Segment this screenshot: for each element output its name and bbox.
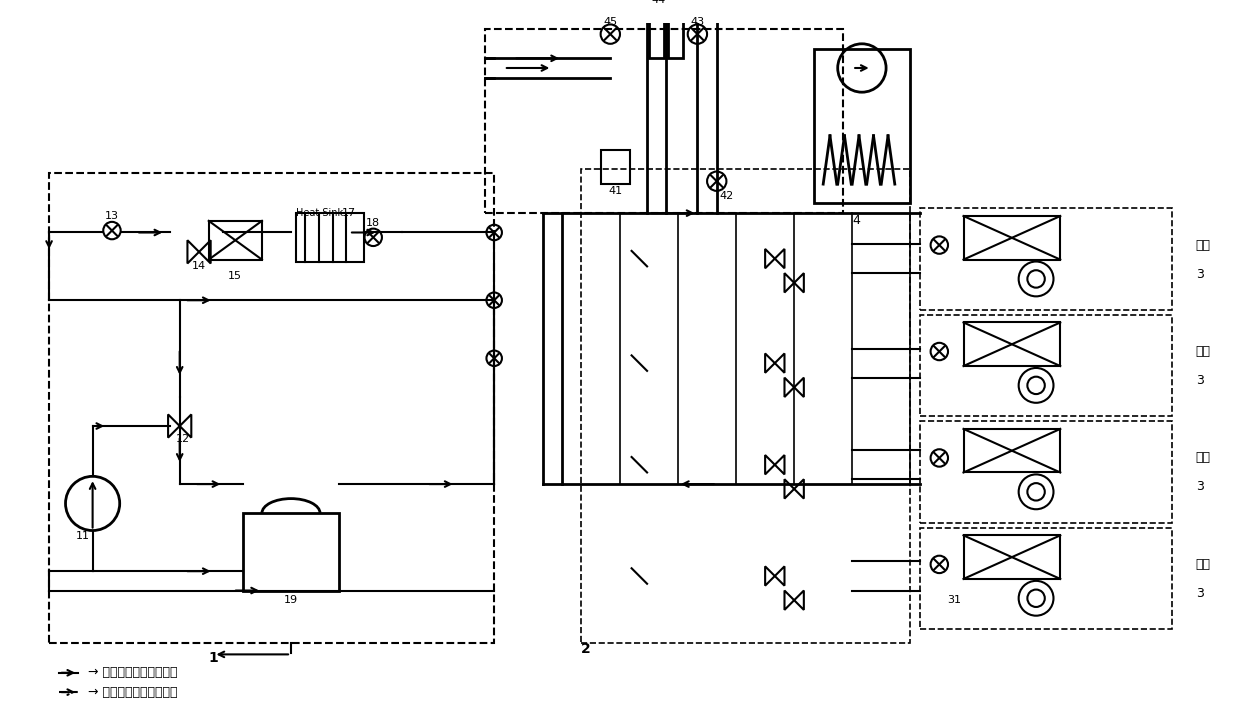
Text: 42: 42: [720, 191, 733, 200]
Bar: [50, 174, 494, 643]
Bar: [484, 29, 843, 213]
Text: 13: 13: [105, 211, 119, 221]
Bar: [814, 49, 911, 203]
Text: 制冷: 制冷: [1196, 558, 1211, 571]
Bar: [921, 208, 1172, 310]
Text: 12: 12: [176, 433, 190, 444]
Text: → 第二冷媒介质流动方向: → 第二冷媒介质流动方向: [88, 685, 177, 698]
Text: 43: 43: [690, 17, 705, 27]
Text: 41: 41: [608, 186, 622, 196]
Text: 15: 15: [228, 271, 242, 281]
Text: 制冷: 制冷: [1196, 452, 1211, 465]
Bar: [921, 315, 1172, 416]
Text: 3: 3: [1196, 374, 1203, 387]
Text: → 第一冷媒介质流动方向: → 第一冷媒介质流动方向: [88, 666, 177, 680]
Text: 关机: 关机: [1196, 239, 1211, 252]
Bar: [921, 421, 1172, 523]
Bar: [921, 528, 1172, 629]
Text: 3: 3: [1196, 268, 1203, 281]
Text: 1: 1: [208, 651, 218, 665]
Bar: [964, 322, 1061, 366]
Bar: [964, 429, 1061, 473]
Text: 18: 18: [367, 218, 380, 228]
Text: Heat Sink: Heat Sink: [296, 208, 343, 218]
Text: 3: 3: [1196, 481, 1203, 494]
Text: 31: 31: [947, 595, 960, 605]
Bar: [668, 10, 683, 58]
Text: 45: 45: [603, 17, 617, 27]
Text: 17: 17: [342, 208, 356, 218]
Bar: [243, 513, 339, 590]
Text: 4: 4: [852, 214, 860, 227]
Bar: [601, 150, 629, 184]
Text: 14: 14: [192, 261, 206, 272]
Bar: [964, 535, 1061, 579]
Text: 44: 44: [652, 0, 665, 5]
Text: 制冷: 制冷: [1196, 345, 1211, 358]
Text: 19: 19: [284, 595, 299, 605]
Text: 11: 11: [76, 531, 90, 542]
Bar: [649, 10, 664, 58]
Bar: [296, 213, 363, 261]
Text: 3: 3: [1196, 587, 1203, 600]
Text: 2: 2: [581, 642, 591, 656]
Bar: [964, 216, 1061, 260]
Bar: [208, 221, 261, 260]
Bar: [581, 168, 911, 643]
